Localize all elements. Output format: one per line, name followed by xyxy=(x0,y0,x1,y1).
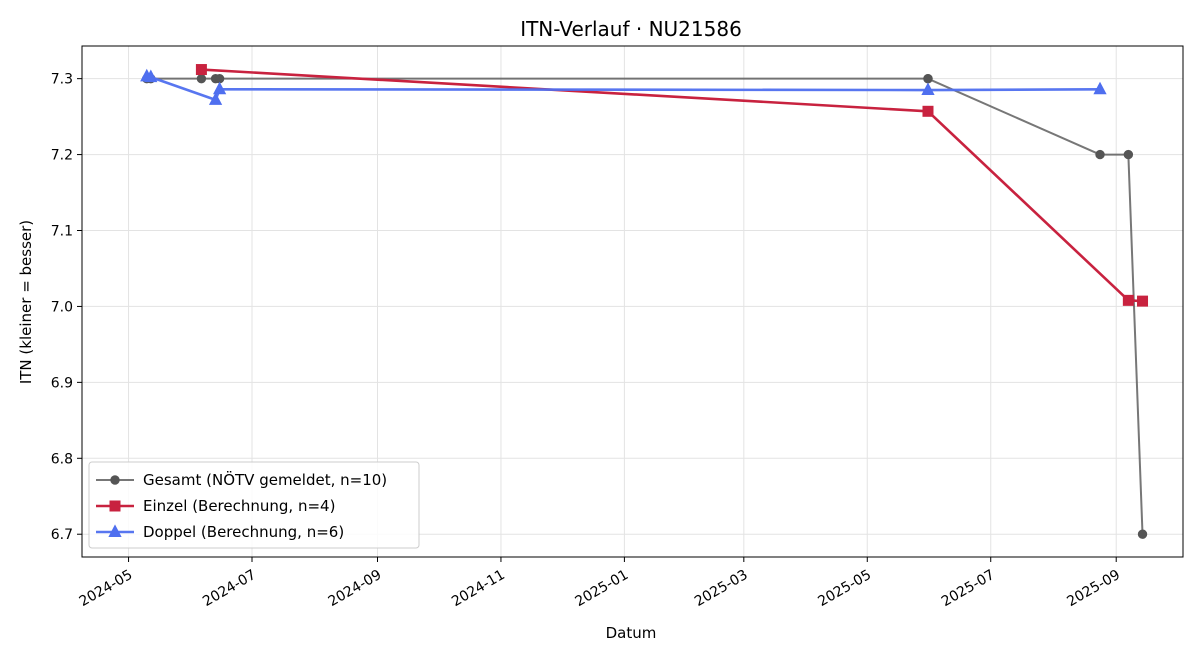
x-tick-label: 2024-11 xyxy=(449,567,508,610)
y-tick-label: 6.7 xyxy=(51,527,73,543)
y-tick-label: 7.3 xyxy=(51,72,73,88)
y-tick-label: 7.0 xyxy=(51,299,73,315)
legend-label: Doppel (Berechnung, n=6) xyxy=(143,523,344,541)
legend-marker xyxy=(110,475,120,485)
x-tick-label: 2025-05 xyxy=(815,567,874,610)
data-point xyxy=(1095,149,1105,160)
data-point xyxy=(208,92,223,105)
grid-layer xyxy=(82,46,1183,557)
chart-title: ITN-Verlauf · NU21586 xyxy=(520,17,742,41)
series-line xyxy=(146,75,1101,102)
y-tick-label: 7.1 xyxy=(51,224,73,240)
data-point xyxy=(1122,294,1134,306)
legend-marker xyxy=(109,500,121,512)
y-tick-label: 6.9 xyxy=(51,375,73,391)
legend: Gesamt (NÖTV gemeldet, n=10) Einzel (Bere… xyxy=(88,461,420,549)
legend-marker xyxy=(108,524,122,537)
data-point xyxy=(214,73,225,84)
series-2 xyxy=(195,64,1149,307)
x-tick-label: 2025-09 xyxy=(1064,567,1123,610)
legend-label: Einzel (Berechnung, n=4) xyxy=(143,497,335,515)
data-point xyxy=(1137,295,1149,307)
data-point xyxy=(1137,529,1148,539)
x-tick-label: 2024-09 xyxy=(326,567,385,610)
data-point xyxy=(144,69,158,83)
y-tick-label: 7.2 xyxy=(51,148,73,164)
x-tick-label: 2025-01 xyxy=(573,567,632,610)
y-tick-label: 6.8 xyxy=(51,451,73,467)
series-line xyxy=(201,68,1143,303)
plot-frame xyxy=(81,45,1184,558)
data-point xyxy=(922,105,934,117)
data-point xyxy=(196,73,207,84)
data-point xyxy=(923,73,933,84)
data-point xyxy=(921,82,935,96)
series-3 xyxy=(140,68,1107,105)
x-tick-label: 2024-07 xyxy=(200,567,259,610)
legend-label: Gesamt (NÖTV gemeldet, n=10) xyxy=(143,470,387,489)
legend-box xyxy=(88,461,420,549)
data-point xyxy=(1093,81,1107,95)
data-point xyxy=(195,64,207,76)
series-layer xyxy=(140,64,1149,539)
x-tick-label: 2024-05 xyxy=(77,567,136,610)
data-point xyxy=(1123,149,1134,160)
x-tick-label: 2025-07 xyxy=(939,567,998,610)
x-tick-label: 2025-03 xyxy=(692,567,751,610)
y-axis-label: ITN (kleiner = besser) xyxy=(17,220,35,384)
data-point xyxy=(212,81,227,95)
x-axis-label: Datum xyxy=(606,624,657,642)
